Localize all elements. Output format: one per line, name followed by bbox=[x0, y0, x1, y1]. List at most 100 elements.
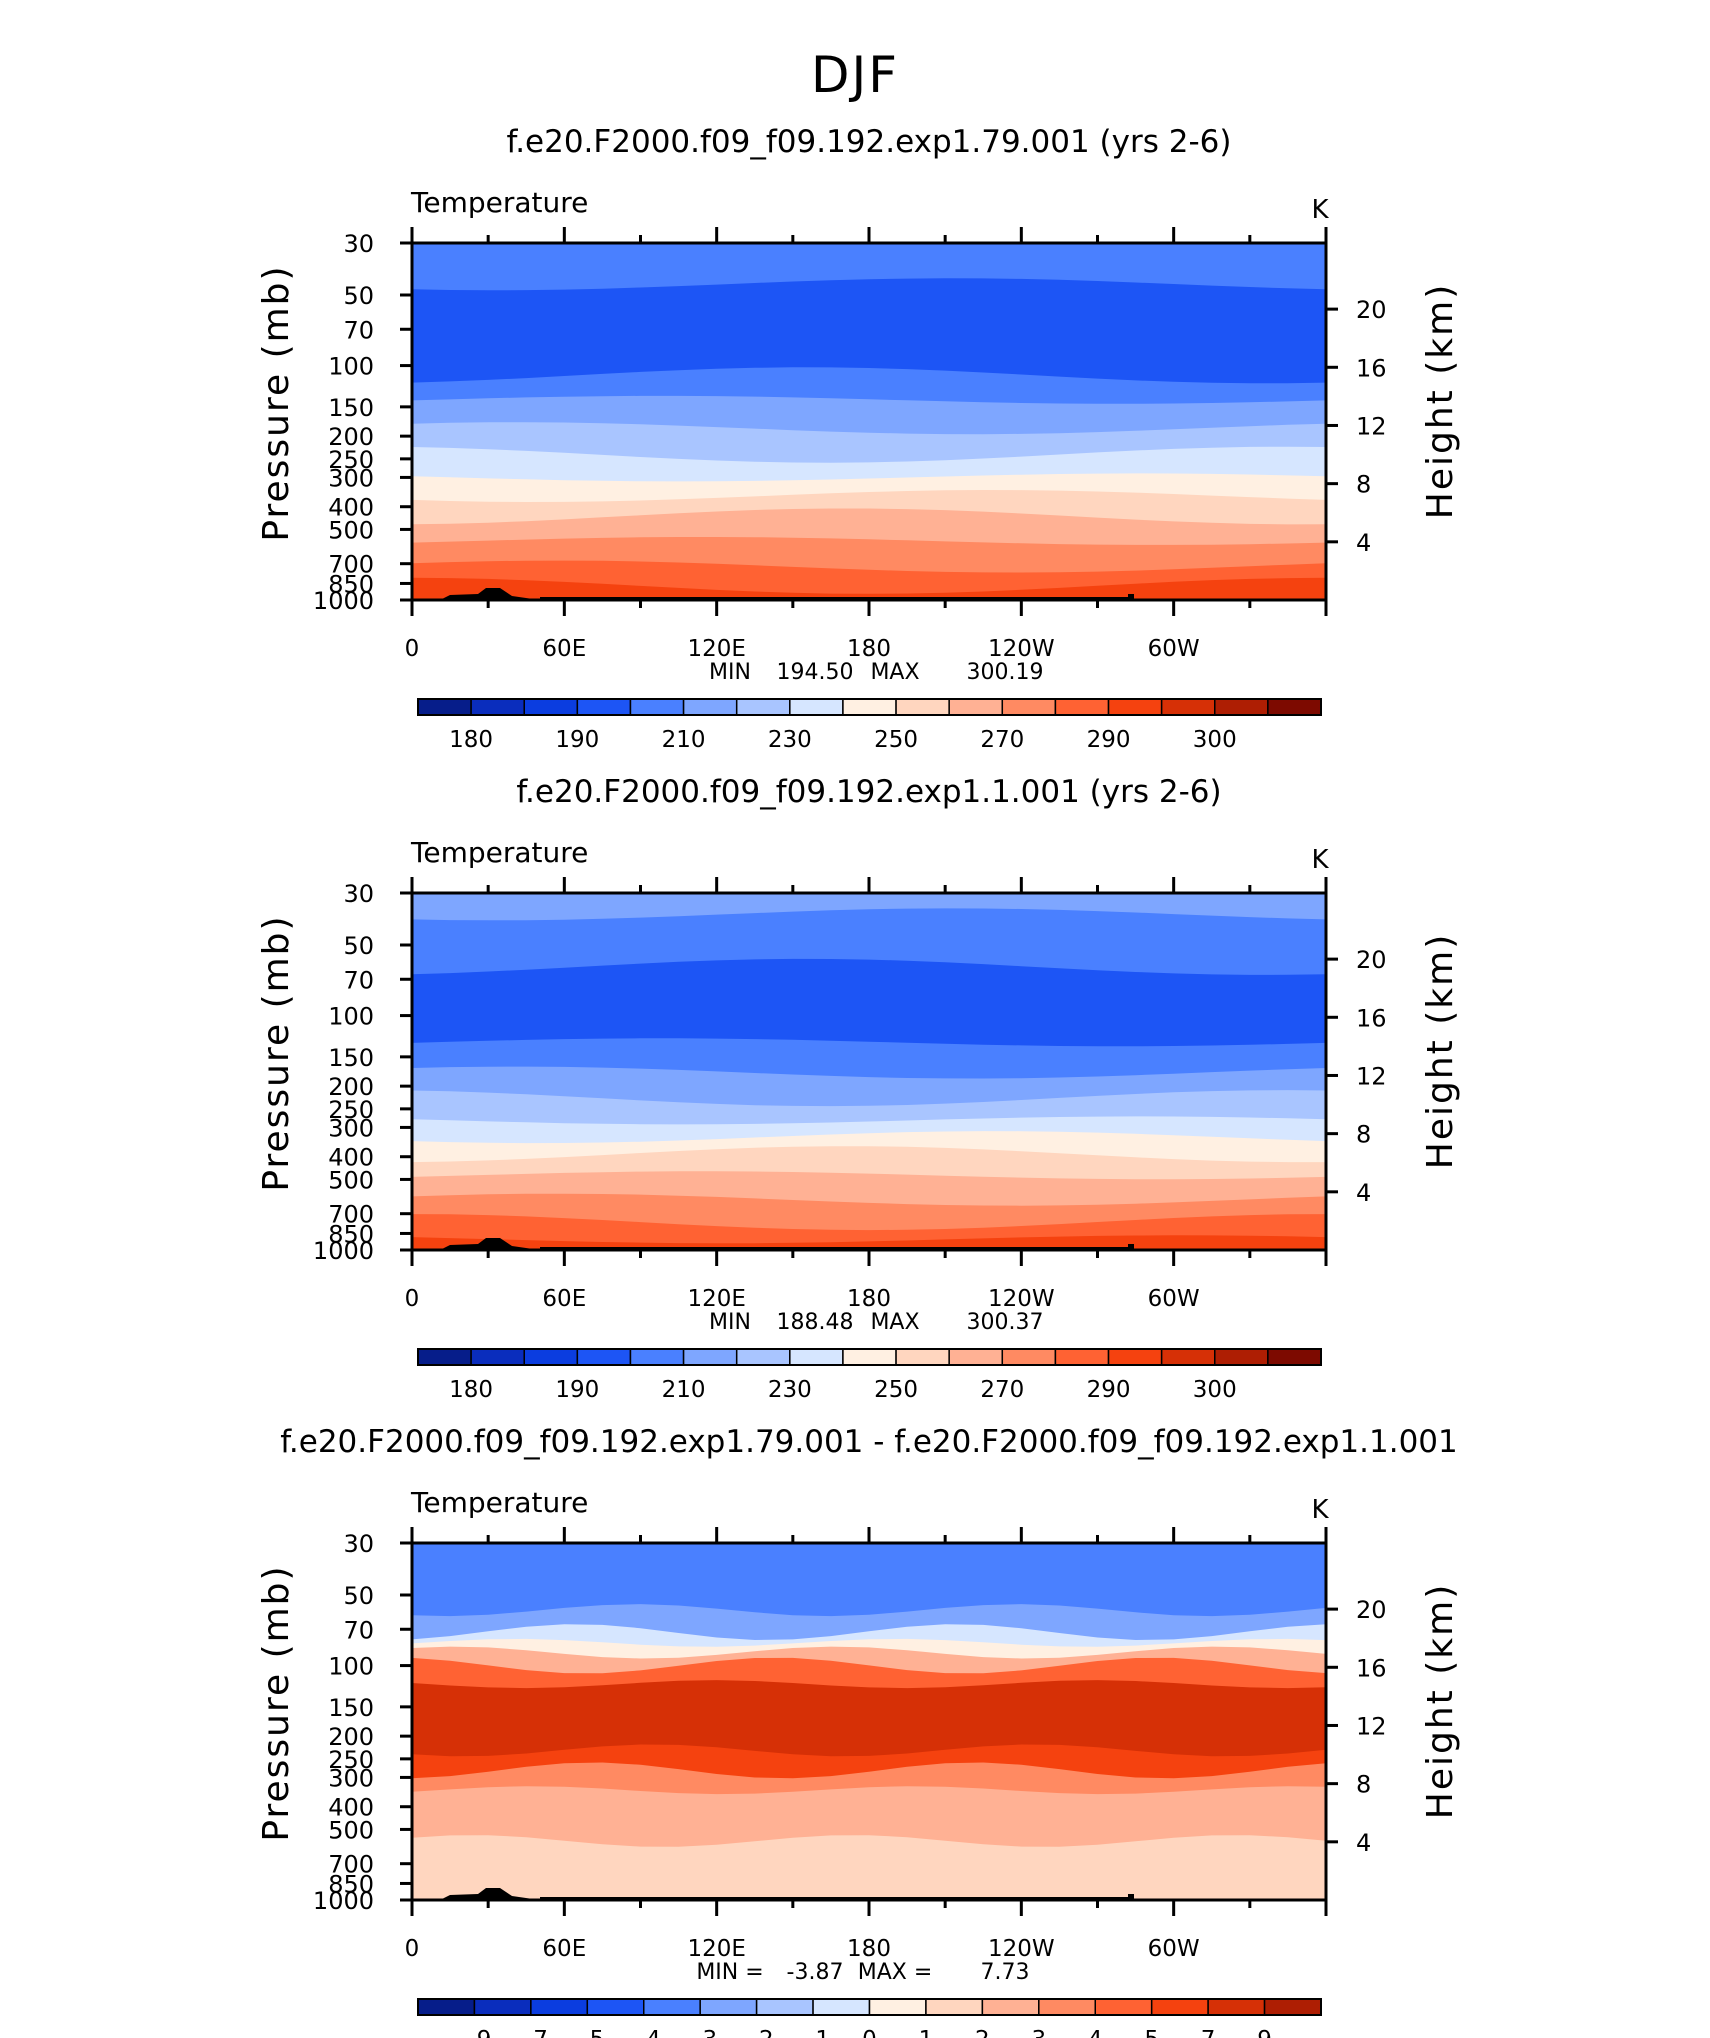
y-right-tick-label: 4 bbox=[1356, 1179, 1371, 1207]
colorbar-box bbox=[755, 1998, 814, 2016]
y-right-tick-label: 20 bbox=[1356, 946, 1387, 974]
y-tick-label: 1000 bbox=[313, 1887, 374, 1915]
y-right-tick-label: 4 bbox=[1356, 1829, 1371, 1857]
units-label: K bbox=[1311, 1495, 1329, 1525]
x-tick-label: 0 bbox=[405, 1286, 420, 1312]
x-tick-label: 60W bbox=[1148, 1286, 1200, 1312]
colorbar-box bbox=[417, 1998, 476, 2016]
y-tick-label: 500 bbox=[328, 1816, 374, 1844]
colorbar-label: 230 bbox=[768, 1377, 812, 1403]
variable-label: Temperature bbox=[410, 186, 588, 219]
colorbar-box bbox=[735, 1348, 791, 1366]
colorbar-box bbox=[789, 698, 844, 716]
colorbar-label: −9 bbox=[457, 2027, 491, 2038]
colorbar-box bbox=[842, 1348, 897, 1366]
colorbar-box bbox=[530, 1998, 589, 2016]
colorbar-label: 1 bbox=[919, 2027, 934, 2038]
y-tick-label: 50 bbox=[343, 932, 374, 960]
colorbar-box bbox=[895, 1348, 950, 1366]
topography bbox=[440, 588, 540, 600]
colorbar-label: 7 bbox=[1201, 2027, 1216, 2038]
colorbar-box bbox=[1214, 1348, 1269, 1366]
contour-fills bbox=[412, 243, 1326, 600]
x-tick-label: 120W bbox=[988, 1286, 1055, 1312]
panel-2: f.e20.F2000.f09_f09.192.exp1.1.001 (yrs … bbox=[256, 774, 1461, 1403]
x-tick-label: 0 bbox=[405, 1936, 420, 1962]
colorbar: −9 −7 −5 −4 −3 −2 −1 0 1 2 3 4 5 7 9 bbox=[417, 1998, 1322, 2038]
colorbar: 180 190 210 230 250 270 290 300 bbox=[417, 1348, 1322, 1403]
colorbar-box bbox=[812, 1998, 871, 2016]
y-tick-label: 400 bbox=[328, 494, 374, 522]
stat-max-label: MAX bbox=[870, 660, 919, 685]
stat-min-value: 194.50 bbox=[777, 660, 854, 685]
y-tick-label: 500 bbox=[328, 1166, 374, 1194]
stat-max-label: MAX bbox=[870, 1310, 919, 1335]
y-right-tick-label: 16 bbox=[1356, 1654, 1387, 1682]
colorbar-box bbox=[1267, 1348, 1322, 1366]
x-tick-label: 120E bbox=[687, 1286, 745, 1312]
x-tick-label: 60W bbox=[1148, 636, 1200, 662]
colorbar-box bbox=[470, 698, 525, 716]
colorbar-label: 180 bbox=[449, 1377, 493, 1403]
y-right-tick-label: 20 bbox=[1356, 1596, 1387, 1624]
topography bbox=[1128, 1244, 1134, 1250]
y-tick-label: 250 bbox=[328, 446, 374, 474]
stat-max-value: 7.73 bbox=[981, 1960, 1030, 1985]
colorbar-box bbox=[1107, 698, 1163, 716]
colorbar-box bbox=[1054, 1348, 1110, 1366]
topography bbox=[1128, 594, 1134, 600]
colorbar-box bbox=[842, 698, 897, 716]
panel-title: f.e20.F2000.f09_f09.192.exp1.79.001 (yrs… bbox=[507, 124, 1232, 160]
y-tick-label: 150 bbox=[328, 394, 374, 422]
y-tick-label: 1000 bbox=[313, 587, 374, 615]
y-tick-label: 150 bbox=[328, 1694, 374, 1722]
variable-label: Temperature bbox=[410, 1486, 588, 1519]
colorbar-box bbox=[789, 1348, 844, 1366]
y-tick-label: 400 bbox=[328, 1794, 374, 1822]
y-right-tick-label: 20 bbox=[1356, 296, 1387, 324]
colorbar-label: 290 bbox=[1087, 1377, 1131, 1403]
y-axis-title: Pressure (mb) bbox=[256, 914, 297, 1191]
panel-1: f.e20.F2000.f09_f09.192.exp1.79.001 (yrs… bbox=[256, 124, 1461, 753]
colorbar-box bbox=[1094, 1998, 1153, 2016]
units-label: K bbox=[1311, 195, 1329, 225]
contour-fills bbox=[412, 1543, 1326, 1900]
colorbar-label: 250 bbox=[874, 1377, 918, 1403]
colorbar-label: 300 bbox=[1193, 727, 1237, 753]
colorbar-box bbox=[1054, 698, 1110, 716]
stat-max-label: MAX = bbox=[858, 1960, 933, 1985]
y-tick-label: 300 bbox=[328, 464, 374, 492]
colorbar-box bbox=[417, 698, 472, 716]
y-right-tick-label: 12 bbox=[1356, 412, 1387, 440]
y-tick-label: 400 bbox=[328, 1144, 374, 1172]
colorbar-label: 5 bbox=[1144, 2027, 1159, 2038]
variable-label: Temperature bbox=[410, 836, 588, 869]
colorbar-label: 180 bbox=[449, 727, 493, 753]
y-axis-title: Pressure (mb) bbox=[256, 1564, 297, 1841]
colorbar-box bbox=[576, 1348, 632, 1366]
x-tick-label: 120E bbox=[687, 1936, 745, 1962]
y-tick-label: 250 bbox=[328, 1746, 374, 1774]
stat-min-value: 188.48 bbox=[777, 1310, 854, 1335]
y-tick-label: 100 bbox=[328, 1003, 374, 1031]
colorbar-box bbox=[586, 1998, 645, 2016]
y-right-tick-label: 4 bbox=[1356, 529, 1371, 557]
topography bbox=[440, 1888, 540, 1900]
colorbar-label: 210 bbox=[662, 1377, 706, 1403]
colorbar-label: 300 bbox=[1193, 1377, 1237, 1403]
colorbar-label: 9 bbox=[1257, 2027, 1272, 2038]
colorbar-box bbox=[643, 1998, 701, 2016]
contour-band bbox=[412, 577, 1326, 600]
x-tick-label: 0 bbox=[405, 636, 420, 662]
colorbar: 180 190 210 230 250 270 290 300 bbox=[417, 698, 1322, 753]
x-tick-label: 120W bbox=[988, 1936, 1055, 1962]
panel-title: f.e20.F2000.f09_f09.192.exp1.1.001 (yrs … bbox=[516, 774, 1221, 810]
x-tick-label: 180 bbox=[847, 1936, 891, 1962]
colorbar-box bbox=[417, 1348, 472, 1366]
colorbar-box bbox=[981, 1998, 1040, 2016]
colorbar-box bbox=[523, 1348, 579, 1366]
colorbar-label: 3 bbox=[1031, 2027, 1046, 2038]
colorbar-box bbox=[1214, 698, 1269, 716]
colorbar-label: 290 bbox=[1087, 727, 1131, 753]
